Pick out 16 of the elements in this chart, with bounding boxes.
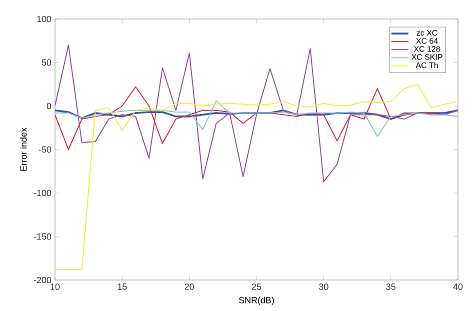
y-tick-label: -200 [34,276,52,284]
x-tick-label: 40 [453,284,463,290]
x-tick-label: 30 [319,284,328,290]
y-tick-label: 100 [37,16,52,22]
x-tick-label: 10 [50,284,60,290]
x-tick-label: 35 [386,284,396,290]
y-tick-label: 0 [46,102,52,110]
x-tick-label: 15 [118,284,127,290]
x-axis-title: SNR(dB) [238,296,274,306]
y-tick-label: -50 [38,146,52,153]
y-tick-label: -100 [34,190,52,196]
x-tick-label: 25 [252,284,262,290]
y-axis-title: Error index [20,128,27,171]
x-tick-label: 20 [184,284,194,290]
y-tick-label: 50 [42,59,52,66]
y-tick-label: -150 [34,233,52,240]
